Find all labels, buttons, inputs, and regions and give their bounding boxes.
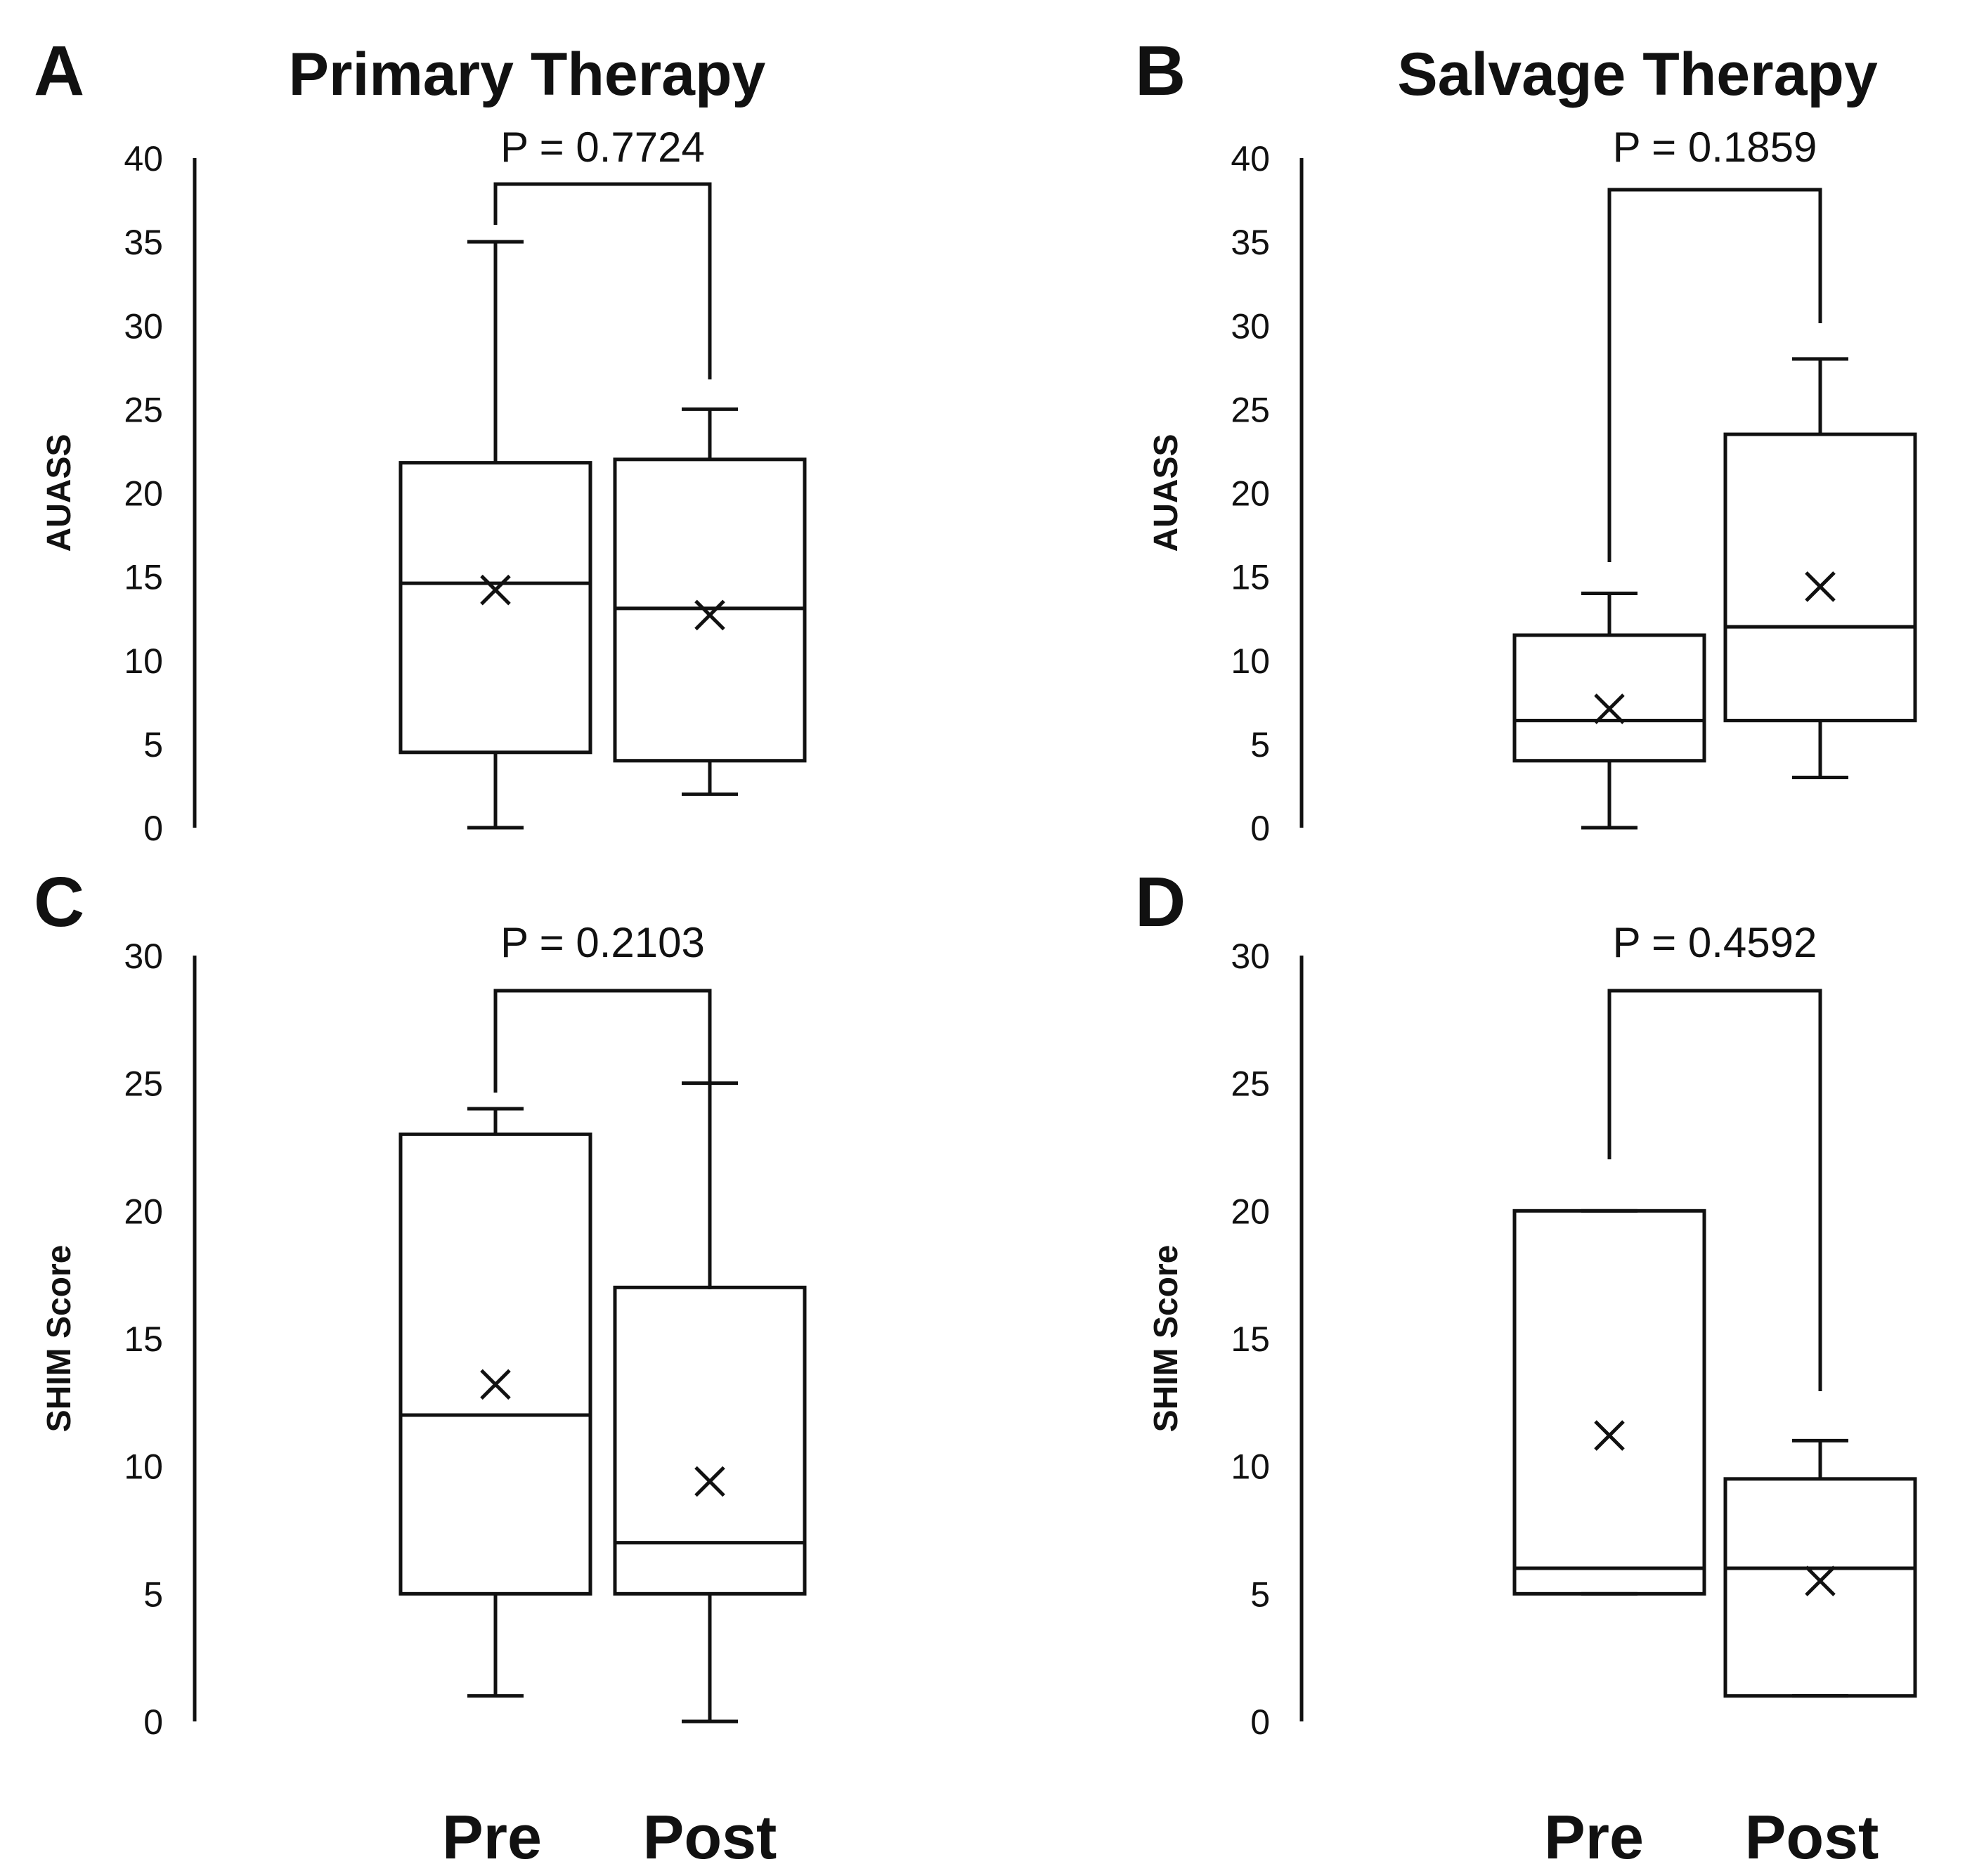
mean-marker [1805,571,1836,602]
y-tick-label: 10 [1231,641,1270,681]
box-iqr [1723,432,1917,723]
significance-bracket [1607,989,1822,1391]
x-category-pre-right: Pre [1544,1802,1644,1872]
y-tick-label: 30 [1231,306,1270,346]
y-tick-label: 15 [1231,1320,1270,1359]
significance-bracket [1607,188,1822,562]
y-tick-label: 30 [1231,937,1270,976]
y-tick-label: 0 [143,1702,163,1742]
y-tick-label: 20 [124,474,163,514]
y-axis-label: SHIM Score [41,1245,78,1433]
y-tick-label: 20 [1231,474,1270,514]
mean-marker [1805,1565,1836,1596]
y-tick-label: 5 [1250,1575,1270,1614]
y-axis-label: AUASS [1148,434,1185,552]
box-iqr [398,1132,592,1596]
significance-bracket [493,182,712,379]
y-tick-label: 25 [124,1064,163,1104]
box-iqr [398,461,592,755]
p-value-label: P = 0.2103 [500,919,705,966]
box-iqr [1512,633,1706,763]
y-tick-label: 5 [143,725,163,764]
y-axis-label: AUASS [41,434,78,552]
box-iqr [1723,1477,1917,1698]
y-tick-label: 25 [1231,390,1270,429]
panels: A 0 5 10 15 20 25 30 35 40 AUASS P = 0.7724 B 0 5 10 15 2… [34,32,1917,1742]
box-post [1723,357,1917,780]
y-tick-label: 20 [124,1192,163,1231]
mean-marker [1594,693,1625,724]
panel-letter: D [1135,863,1186,942]
mean-marker [480,1369,511,1400]
y-tick-label: 10 [124,641,163,681]
box-iqr [613,1285,807,1596]
y-tick-label: 0 [1250,809,1270,848]
y-tick-label: 15 [124,558,163,597]
panel-c: C 0 5 10 15 20 25 30 SHIM Score P = 0.2103 [34,863,807,1742]
p-value-label: P = 0.7724 [500,124,705,171]
panel-letter: B [1135,32,1186,110]
mean-marker [480,574,511,606]
mean-marker [694,1466,725,1497]
y-tick-label: 25 [124,390,163,429]
y-tick-label: 15 [124,1320,163,1359]
y-tick-label: 35 [124,223,163,262]
y-tick-label: 5 [1250,725,1270,764]
column-title-primary: Primary Therapy [289,41,766,108]
panel-letter: A [34,32,84,110]
p-value-label: P = 0.4592 [1613,919,1817,966]
box-pre [398,240,592,830]
column-title-salvage: Salvage Therapy [1397,41,1878,108]
y-tick-label: 35 [1231,223,1270,262]
y-tick-label: 0 [1250,1702,1270,1742]
y-tick-label: 5 [143,1575,163,1614]
significance-bracket [493,989,712,1289]
box-pre [1512,1209,1706,1596]
panel-d: D 0 5 10 15 20 25 30 SHIM Score P = 0.4592 [1135,863,1917,1742]
panel-b: B 0 5 10 15 20 25 30 35 40 AUASS P = 0.1859 [1135,32,1917,848]
y-tick-label: 0 [143,809,163,848]
panel-a: A 0 5 10 15 20 25 30 35 40 AUASS P = 0.7724 [34,32,807,848]
y-tick-label: 20 [1231,1192,1270,1231]
x-category-post-right: Post [1745,1802,1879,1872]
y-tick-label: 40 [124,139,163,178]
p-value-label: P = 0.1859 [1613,124,1817,171]
y-tick-label: 40 [1231,139,1270,178]
y-axis-label: SHIM Score [1148,1245,1185,1433]
y-tick-label: 10 [124,1447,163,1487]
panel-letter: C [34,863,84,942]
x-category-post-left: Post [643,1802,777,1872]
box-post [1723,1438,1917,1698]
mean-marker [1594,1420,1625,1451]
mean-marker [694,599,725,631]
y-tick-label: 30 [124,937,163,976]
box-pre [398,1107,592,1698]
box-pre [1512,591,1706,830]
y-tick-label: 15 [1231,558,1270,597]
y-tick-label: 10 [1231,1447,1270,1487]
box-iqr [1512,1209,1706,1596]
y-tick-label: 25 [1231,1064,1270,1104]
box-post [613,407,807,796]
y-tick-label: 30 [124,306,163,346]
x-category-pre-left: Pre [442,1802,542,1872]
